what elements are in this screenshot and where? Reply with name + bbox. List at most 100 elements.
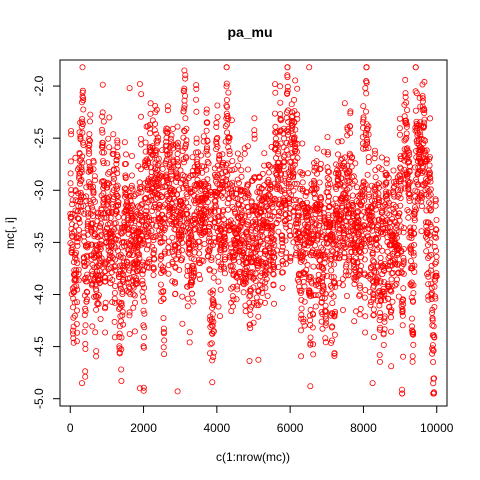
data-point — [427, 267, 434, 274]
data-point — [241, 194, 248, 201]
data-point — [377, 278, 384, 285]
data-point — [117, 285, 124, 292]
data-point — [178, 233, 185, 240]
data-point — [366, 288, 373, 295]
data-point — [189, 154, 196, 161]
data-point — [420, 136, 427, 143]
y-axis: -5.0 -4.5 -4.0 -3.5 -3.0 -2.5 -2.0 — [32, 75, 61, 409]
data-point — [149, 243, 156, 250]
data-point — [373, 279, 380, 286]
data-point — [417, 119, 424, 126]
data-point — [78, 176, 85, 183]
data-point — [111, 318, 118, 325]
data-point — [433, 253, 440, 260]
data-point — [99, 129, 106, 136]
data-point — [418, 228, 425, 235]
data-point — [273, 219, 280, 226]
data-point — [82, 305, 89, 312]
data-point — [246, 299, 253, 306]
data-point — [347, 130, 354, 137]
data-point — [330, 226, 337, 233]
data-point — [165, 244, 172, 251]
data-point — [112, 256, 119, 263]
data-point — [234, 176, 241, 183]
data-point — [416, 151, 423, 158]
data-point — [244, 166, 251, 173]
data-point — [256, 173, 263, 180]
data-point — [136, 267, 143, 274]
data-point — [168, 200, 175, 207]
data-point — [118, 302, 125, 309]
data-point — [359, 188, 366, 195]
data-point — [69, 210, 76, 217]
data-point — [430, 323, 437, 330]
points-layer — [67, 64, 440, 397]
data-point — [330, 261, 337, 268]
data-point — [146, 197, 153, 204]
data-point — [425, 273, 432, 280]
data-point — [82, 322, 89, 329]
data-point — [89, 323, 96, 330]
data-point — [118, 299, 125, 306]
data-point — [252, 204, 259, 211]
data-point — [84, 271, 91, 278]
data-point — [376, 309, 383, 316]
data-point — [363, 64, 370, 71]
data-point — [269, 240, 276, 247]
data-point — [205, 182, 212, 189]
data-point — [100, 201, 107, 208]
data-point — [357, 305, 364, 312]
data-point — [227, 221, 234, 228]
data-point — [395, 242, 402, 249]
data-point — [90, 189, 97, 196]
data-point — [161, 215, 168, 222]
data-point — [130, 224, 137, 231]
data-point — [113, 157, 120, 164]
data-point — [430, 347, 437, 354]
data-point — [219, 151, 226, 158]
data-point — [431, 375, 438, 382]
data-point — [302, 192, 309, 199]
data-point — [368, 213, 375, 220]
data-point — [383, 160, 390, 167]
data-point — [284, 83, 291, 90]
data-point — [94, 209, 101, 216]
data-point — [241, 150, 248, 157]
data-point — [421, 116, 428, 123]
data-point — [418, 203, 425, 210]
data-point — [218, 247, 225, 254]
data-point — [173, 172, 180, 179]
data-point — [372, 185, 379, 192]
data-point — [269, 229, 276, 236]
data-point — [421, 107, 428, 114]
data-point — [247, 325, 254, 332]
data-point — [99, 81, 106, 88]
data-point — [254, 264, 261, 271]
data-point — [198, 152, 205, 159]
y-tick-label: -5.0 — [32, 388, 46, 409]
data-point — [74, 238, 81, 245]
data-point — [171, 226, 178, 233]
data-point — [234, 286, 241, 293]
data-point — [140, 307, 147, 314]
data-point — [425, 199, 432, 206]
data-point — [402, 94, 409, 101]
data-point — [377, 298, 384, 305]
data-point — [410, 282, 417, 289]
data-point — [392, 282, 399, 289]
data-point — [193, 96, 200, 103]
data-point — [324, 151, 331, 158]
data-point — [204, 119, 211, 126]
data-point — [305, 224, 312, 231]
data-point — [138, 189, 145, 196]
data-point — [114, 185, 121, 192]
data-point — [143, 246, 150, 253]
data-point — [375, 199, 382, 206]
data-point — [143, 222, 150, 229]
data-point — [360, 114, 367, 121]
data-point — [129, 269, 136, 276]
data-point — [360, 116, 367, 123]
data-point — [97, 279, 104, 286]
data-point — [99, 126, 106, 133]
data-point — [194, 163, 201, 170]
